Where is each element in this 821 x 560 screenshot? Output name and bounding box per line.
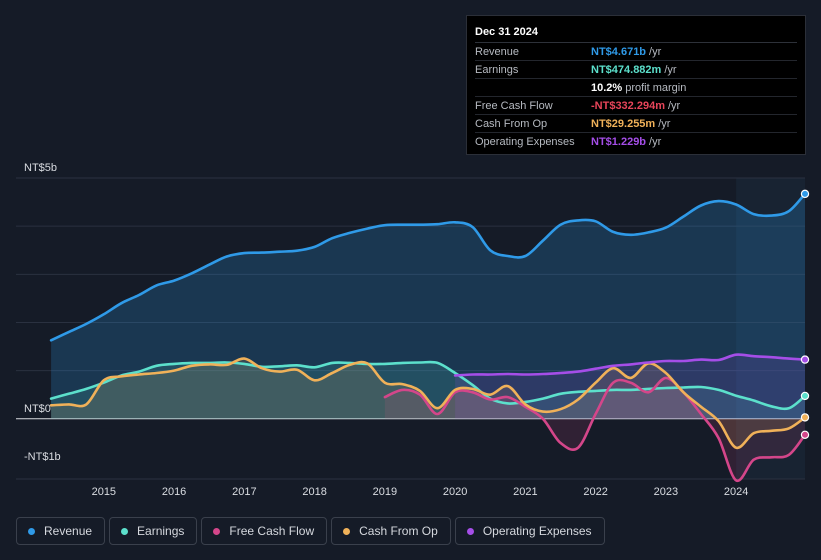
legend-earnings[interactable]: Earnings [109, 517, 198, 545]
end-marker-free-cash-flow [800, 430, 810, 439]
legend-label: Free Cash Flow [229, 524, 315, 538]
tooltip-label: Cash From Op [475, 117, 548, 130]
x-tick-label: 2021 [513, 486, 537, 498]
legend-label: Revenue [44, 524, 93, 538]
line-revenue [49, 192, 807, 342]
line-operating-expenses [453, 353, 807, 377]
x-tick-label: 2023 [654, 486, 678, 498]
tooltip-value: NT$29.255m [591, 117, 656, 130]
legend-revenue[interactable]: Revenue [16, 517, 106, 545]
tooltip-value: NT$1.229b [591, 135, 647, 148]
x-tick-label: 2018 [302, 486, 326, 498]
tooltip-label: Revenue [475, 45, 520, 58]
tooltip-unit: /yr [668, 99, 681, 112]
tooltip-unit: profit margin [625, 81, 687, 94]
area-earnings [51, 362, 806, 419]
area-free-cash-flow [384, 377, 805, 481]
legend-dot-icon [466, 527, 474, 535]
legend-free-cash-flow[interactable]: Free Cash Flow [201, 517, 328, 545]
tooltip-unit: /yr [649, 135, 662, 148]
end-marker-earnings [800, 391, 810, 401]
x-tick-label: 2022 [583, 486, 607, 498]
line-free-cash-flow [383, 376, 807, 483]
highlight-region [736, 178, 805, 479]
tooltip-value: NT$4.671b [591, 45, 647, 58]
tooltip-unit: /yr [658, 117, 671, 130]
x-tick-label: 2015 [92, 486, 116, 498]
legend-dot-icon [121, 527, 129, 535]
tooltip-value: 10.2% [591, 81, 623, 94]
end-marker-revenue [800, 189, 810, 199]
legend-label: Earnings [137, 524, 185, 538]
tooltip-row: 10.2% profit margin [475, 79, 797, 97]
y-tick-label: -NT$1b [24, 451, 61, 463]
area-operating-expenses [455, 354, 805, 419]
tooltip-panel: Dec 31 2024 Revenue NT$4.671b/yr Earnings N… [466, 15, 806, 155]
end-marker-cash-from-op [800, 413, 810, 422]
legend-dot-icon [343, 527, 351, 535]
tooltip-label: Operating Expenses [475, 135, 575, 148]
tooltip-row: Operating Expenses NT$1.229b/yr [475, 133, 797, 150]
x-tick-label: 2016 [162, 486, 186, 498]
line-cash-from-op [49, 357, 807, 450]
tooltip-label: Earnings [475, 63, 519, 76]
tooltip-unit: /yr [664, 63, 677, 76]
tooltip-value: -NT$332.294m [591, 99, 665, 112]
tooltip-label: Free Cash Flow [475, 99, 553, 112]
tooltip-value: NT$474.882m [591, 63, 662, 76]
legend-cash-from-op[interactable]: Cash From Op [331, 517, 451, 545]
legend-operating-expenses[interactable]: Operating Expenses [454, 517, 605, 545]
x-tick-label: 2020 [443, 486, 467, 498]
tooltip-row: Revenue NT$4.671b/yr [475, 43, 797, 61]
tooltip-date: Dec 31 2024 [475, 24, 797, 43]
end-marker-operating-expenses [800, 355, 810, 364]
y-tick-label: NT$5b [24, 162, 57, 174]
x-tick-label: 2017 [232, 486, 256, 498]
legend-label: Cash From Op [359, 524, 438, 538]
x-tick-label: 2019 [373, 486, 397, 498]
x-tick-label: 2024 [724, 486, 748, 498]
legend: Revenue Earnings Free Cash Flow Cash From O… [16, 517, 605, 545]
y-tick-label: NT$0 [24, 403, 51, 415]
tooltip-row: Free Cash Flow -NT$332.294m/yr [475, 97, 797, 115]
line-earnings [49, 360, 807, 411]
tooltip-unit: /yr [649, 45, 662, 58]
tooltip-row: Cash From Op NT$29.255m/yr [475, 115, 797, 133]
legend-dot-icon [213, 527, 221, 535]
legend-dot-icon [28, 527, 35, 535]
tooltip-row: Earnings NT$474.882m/yr [475, 61, 797, 79]
legend-label: Operating Expenses [482, 524, 592, 538]
